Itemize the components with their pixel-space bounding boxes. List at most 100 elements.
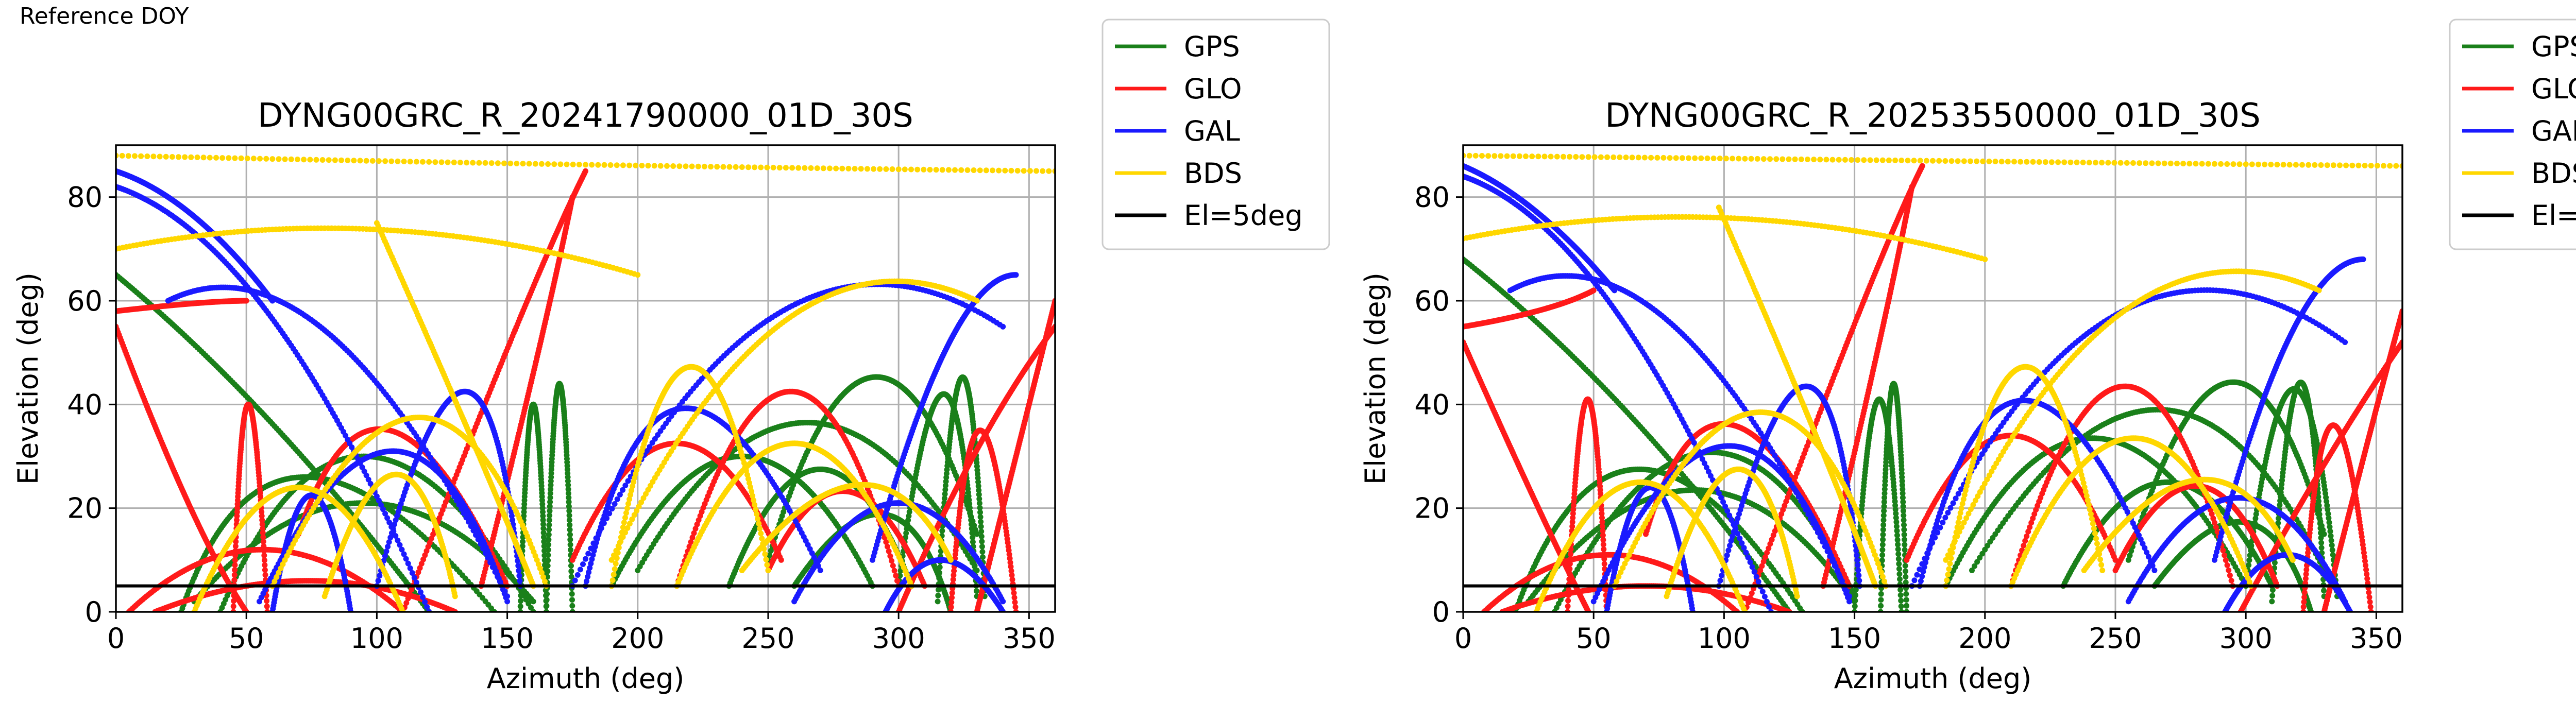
satellite-track [544, 381, 575, 612]
data-point [540, 513, 546, 519]
data-point [243, 298, 249, 304]
data-point [518, 592, 524, 598]
data-point [903, 530, 909, 536]
data-point [547, 494, 553, 501]
data-point [601, 520, 607, 526]
data-point [261, 557, 267, 563]
data-point [540, 530, 547, 536]
data-point [566, 494, 572, 501]
data-point [565, 482, 571, 488]
data-point [530, 598, 536, 605]
data-point [521, 509, 527, 515]
data-point [518, 598, 524, 604]
data-point [973, 588, 979, 594]
data-point [567, 532, 573, 538]
data-point [231, 577, 238, 583]
data-point [521, 513, 527, 519]
data-point [568, 568, 574, 574]
data-point [262, 562, 268, 568]
data-point [504, 598, 511, 605]
data-point [548, 486, 554, 492]
data-point [568, 563, 574, 569]
data-point [1000, 598, 1006, 605]
data-point [569, 597, 575, 603]
data-point [1000, 323, 1006, 330]
data-point [540, 517, 546, 523]
data-point [264, 603, 270, 609]
data-point [528, 605, 534, 611]
data-point [604, 515, 610, 521]
data-point [890, 563, 896, 569]
data-point [540, 521, 546, 527]
data-point [778, 557, 784, 563]
data-point [546, 527, 552, 533]
data-point [583, 556, 589, 562]
satellite-track [517, 401, 549, 612]
data-point [566, 517, 572, 523]
data-point [546, 517, 552, 523]
data-point [565, 486, 571, 492]
data-point [893, 573, 899, 579]
data-point [569, 603, 575, 609]
satellite-track [674, 388, 902, 589]
data-point [569, 591, 575, 597]
data-point [565, 478, 571, 484]
data-point [935, 598, 941, 605]
data-point [542, 562, 548, 568]
data-point [566, 512, 572, 519]
data-point [768, 547, 774, 554]
data-point [547, 503, 553, 509]
data-point [520, 539, 526, 545]
data-point [517, 603, 523, 609]
data-point [547, 508, 553, 514]
data-point [979, 543, 985, 550]
data-point [566, 503, 572, 509]
data-point [569, 194, 575, 200]
data-point [574, 572, 581, 578]
data-point [588, 545, 594, 552]
data-point [568, 547, 573, 553]
data-point [546, 542, 552, 548]
data-point [262, 572, 268, 578]
data-point [519, 543, 526, 549]
data-point [894, 578, 900, 584]
plot-area [116, 152, 1055, 612]
data-point [548, 482, 554, 488]
data-point [520, 534, 526, 540]
data-point [568, 574, 574, 580]
data-point [577, 567, 583, 573]
satellite-track [974, 298, 1055, 612]
data-point [889, 558, 895, 564]
data-point [567, 527, 573, 533]
data-point [979, 548, 986, 555]
data-point [596, 530, 602, 536]
data-point [972, 562, 978, 569]
data-point [547, 512, 553, 519]
data-point [606, 510, 613, 517]
data-point [547, 490, 553, 496]
data-point [565, 490, 571, 496]
data-point [566, 499, 572, 505]
data-point [590, 540, 597, 546]
data-point [543, 592, 549, 598]
data-point [540, 509, 546, 515]
data-point [546, 537, 552, 543]
data-point [546, 532, 552, 538]
data-point [543, 598, 549, 604]
series-glo [116, 168, 1055, 612]
data-point [567, 542, 573, 548]
data-point [543, 603, 549, 609]
data-point [580, 561, 586, 567]
data-point [939, 528, 945, 534]
data-point [887, 553, 893, 559]
data-point [598, 525, 604, 531]
data-point [978, 523, 984, 529]
data-point [978, 534, 985, 540]
data-point [572, 577, 578, 584]
data-point [526, 601, 532, 607]
data-point [541, 543, 547, 549]
data-point [541, 553, 548, 558]
data-point [547, 499, 553, 505]
data-point [566, 508, 572, 514]
